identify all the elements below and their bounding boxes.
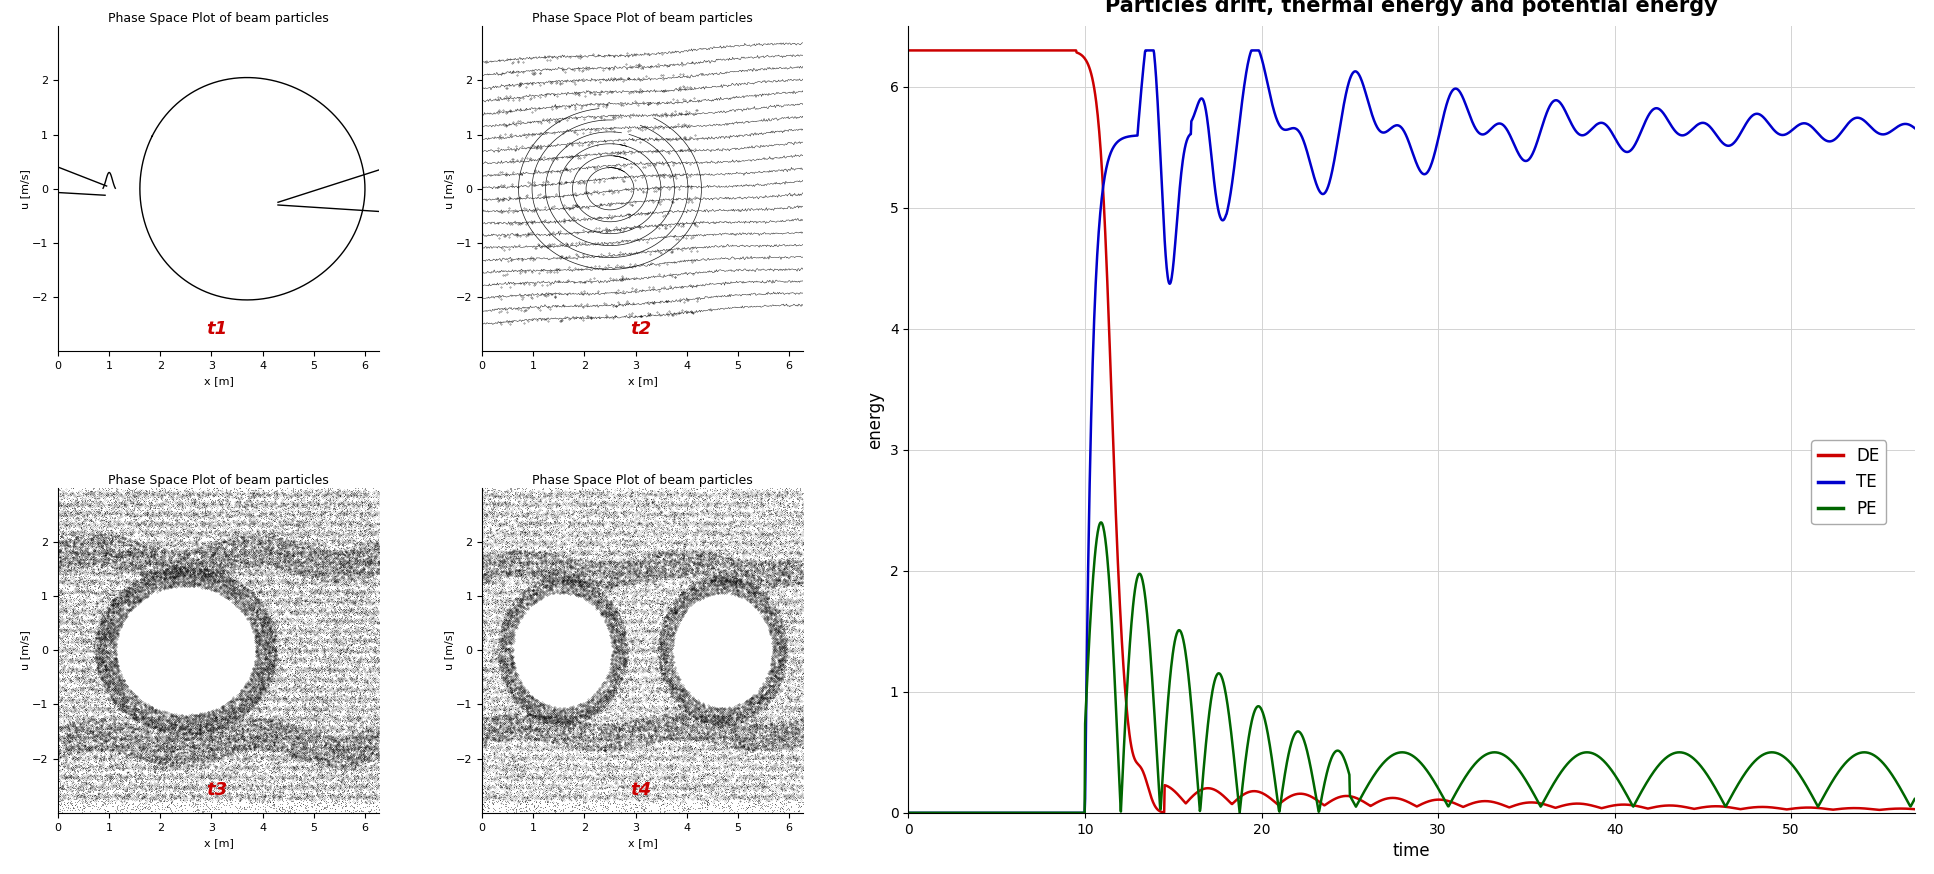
X-axis label: x [m]: x [m] [203, 838, 234, 848]
Title: Phase Space Plot of beam particles: Phase Space Plot of beam particles [108, 12, 329, 25]
X-axis label: x [m]: x [m] [203, 377, 234, 386]
Line: PE: PE [909, 523, 1915, 813]
PE [1903, 794, 1926, 804]
PE [897, 808, 921, 818]
TE [1874, 128, 1897, 139]
TE [948, 808, 971, 818]
PE [1874, 761, 1897, 772]
DE [1387, 794, 1410, 804]
PE [1874, 760, 1897, 771]
Y-axis label: u [m/s]: u [m/s] [21, 169, 31, 209]
TE [1387, 121, 1410, 131]
Text: t1: t1 [207, 320, 226, 337]
Line: TE: TE [909, 51, 1915, 813]
Line: DE: DE [909, 51, 1915, 813]
Y-axis label: u [m/s]: u [m/s] [445, 169, 454, 209]
Legend: DE, TE, PE: DE, TE, PE [1812, 440, 1886, 524]
DE [1903, 804, 1926, 815]
Title: Phase Space Plot of beam particles: Phase Space Plot of beam particles [532, 12, 752, 25]
Title: Phase Space Plot of beam particles: Phase Space Plot of beam particles [532, 474, 752, 487]
TE [1690, 118, 1714, 128]
Text: t2: t2 [630, 320, 652, 337]
Text: t4: t4 [630, 781, 652, 800]
DE [1874, 804, 1897, 815]
DE [948, 45, 971, 56]
Y-axis label: energy: energy [866, 391, 884, 448]
Title: Phase Space Plot of beam particles: Phase Space Plot of beam particles [108, 474, 329, 487]
PE [1690, 761, 1714, 772]
X-axis label: x [m]: x [m] [629, 838, 658, 848]
DE [1360, 801, 1383, 811]
TE [1903, 123, 1926, 134]
TE [897, 808, 921, 818]
TE [1133, 45, 1157, 56]
PE [1387, 747, 1410, 758]
Y-axis label: u [m/s]: u [m/s] [21, 630, 31, 670]
X-axis label: x [m]: x [m] [629, 377, 658, 386]
PE [1360, 773, 1383, 784]
Title: Particles drift, thermal energy and potential energy: Particles drift, thermal energy and pote… [1104, 0, 1717, 17]
TE [1874, 128, 1897, 139]
Text: t3: t3 [207, 781, 226, 800]
DE [897, 45, 921, 56]
DE [1153, 808, 1176, 818]
PE [948, 808, 971, 818]
DE [1690, 802, 1714, 813]
TE [1360, 108, 1383, 118]
Y-axis label: u [m/s]: u [m/s] [445, 630, 454, 670]
DE [1874, 804, 1897, 815]
PE [1089, 517, 1112, 528]
X-axis label: time: time [1392, 842, 1431, 860]
